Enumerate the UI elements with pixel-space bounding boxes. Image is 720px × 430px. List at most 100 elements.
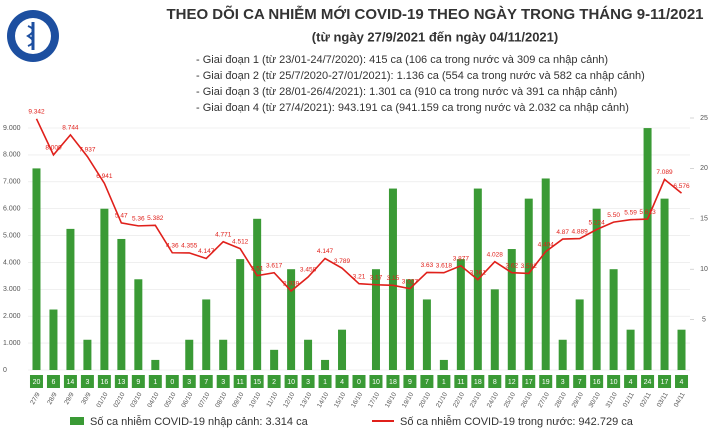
bar-label-bg [335,375,349,388]
line [35,118,683,293]
bar-label: 19 [542,379,550,386]
bar-label: 24 [644,379,652,386]
bar [558,339,567,370]
bar-label-bg [505,375,519,388]
bar-label: 1 [323,379,327,386]
bar-label: 20 [33,379,41,386]
bar-label: 4 [680,379,684,386]
bar-label-bg [539,375,553,388]
chart-title: THEO DÕI CA NHIỄM MỚI COVID-19 THEO NGÀY… [166,5,703,23]
bar [100,208,109,370]
bar-label: 8 [493,379,497,386]
bar [422,299,431,370]
bar-label-bg [624,375,638,388]
bar-label: 17 [525,379,533,386]
bar-label: 0 [357,379,361,386]
y-tick-label: 7.000 [3,179,21,186]
bar-label-bg [454,375,468,388]
line-label: 3.027 [402,278,419,285]
line-label: 3.21 [353,273,366,280]
line-label: 3.62 [505,262,518,269]
bar-label-bg [97,375,111,388]
bar [388,188,397,370]
y-tick-label: 6.000 [3,206,21,213]
bar-label: 3 [187,379,191,386]
bar [236,259,245,370]
bar-label: 4 [629,379,633,386]
line-label: 7.089 [656,169,673,176]
line-label: 4.355 [181,243,198,250]
line-label: 3.592 [521,263,538,270]
y-tick-label: 9.000 [3,125,21,132]
bar-label: 6 [52,379,56,386]
line-label: 3.15 [387,275,400,282]
bar [287,269,296,370]
line-label: 3.458 [300,267,317,274]
line-label: 6.576 [673,183,690,190]
bar-label-bg [267,375,281,388]
bar [439,359,448,370]
line-label: 2.939 [283,281,300,288]
bar-label: 18 [474,379,482,386]
bar-label: 17 [661,379,669,386]
bar [32,168,41,370]
bar [151,359,160,370]
bar [643,128,652,370]
line-label: 5.382 [147,215,164,222]
bar-label-bg [318,375,332,388]
line-label: 4.512 [232,238,249,245]
bar-label: 11 [237,379,244,386]
bar-label: 7 [578,379,582,386]
bar [575,299,584,370]
y-tick-label: 8.000 [3,152,21,159]
bar [321,359,330,370]
bar-label: 10 [287,379,295,386]
bar [83,339,92,370]
bar-label: 2 [272,379,276,386]
bar-label: 3 [85,379,89,386]
line-label: 4.87 [556,229,569,236]
bar-label: 1 [442,379,446,386]
bar-label-bg [131,375,145,388]
annotation: - Giai đoạn 2 (từ 25/7/2020-27/01/2021):… [196,70,645,82]
line-label: 7.937 [79,146,96,153]
bar [660,198,669,370]
bar [677,329,686,370]
logo [7,10,59,62]
line-label: 5.47 [115,213,128,220]
bar [490,289,499,370]
bar-label-bg [607,375,621,388]
bar-label: 4 [340,379,344,386]
line-label: 4.771 [215,231,232,238]
bar-label-bg [641,375,655,388]
line-label: 4.404 [538,241,555,248]
y-tick-label: 2.000 [3,313,21,320]
line-label: 3.618 [436,262,453,269]
y-tick-label: 3.000 [3,286,21,293]
bar [609,269,618,370]
bar-label-bg [165,375,179,388]
bar-label-bg [199,375,213,388]
line-label: 3.63 [421,262,434,269]
bar-label: 18 [389,379,397,386]
line-label: 3.17 [370,274,383,281]
annotation: - Giai đoạn 4 (từ 27/4/2021): 943.191 ca… [196,102,629,114]
line-label: 3.789 [334,258,351,265]
bar-label-bg [369,375,383,388]
bar-label: 11 [457,379,464,386]
bar-label-bg [216,375,230,388]
line-label: 4.147 [317,248,334,255]
bar-label-bg [148,375,162,388]
bar-label-bg [590,375,604,388]
annotation: - Giai đoạn 1 (từ 23/01-24/7/2020): 415 … [196,54,608,66]
bar [371,269,380,370]
bar-label-bg [284,375,298,388]
bar-label-bg [80,375,94,388]
bar [219,339,228,370]
bar [541,178,550,370]
line-label: 5.36 [132,216,145,223]
legend-swatch [70,417,84,425]
bar-label: 3 [561,379,565,386]
bar-label-bg [658,375,672,388]
